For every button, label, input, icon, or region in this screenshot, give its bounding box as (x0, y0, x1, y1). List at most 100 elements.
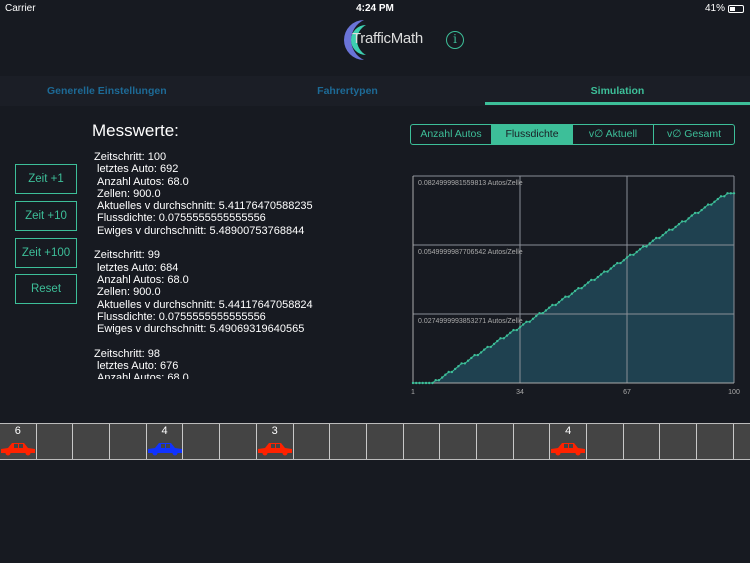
data-point (723, 195, 726, 198)
data-point (716, 197, 719, 201)
log-line: Flussdichte: 0.0755555555555556 (97, 212, 266, 225)
data-point (664, 231, 668, 234)
tab-generelle-einstellungen[interactable]: Generelle Einstellungen (47, 85, 167, 97)
data-point (625, 256, 629, 259)
data-point (492, 342, 496, 346)
data-point (512, 328, 515, 332)
data-point (548, 306, 551, 309)
battery-percent: 41% (704, 3, 725, 14)
segment-anzahl-autos[interactable]: Anzahl Autos (411, 125, 492, 144)
data-point (684, 220, 687, 223)
data-point (586, 281, 590, 284)
data-point (466, 359, 470, 362)
zeit-plus-100-button[interactable]: Zeit +100 (15, 238, 77, 268)
data-point (434, 379, 437, 382)
segment-v-aktuell[interactable]: v∅ Aktuell (573, 125, 654, 144)
data-point (554, 303, 557, 307)
data-point (680, 220, 684, 223)
reset-button[interactable]: Reset (15, 274, 77, 304)
data-point (450, 370, 454, 374)
data-point (541, 312, 544, 315)
data-point (460, 362, 463, 365)
data-point (551, 303, 554, 307)
data-point (674, 225, 677, 229)
tab-fahrertypen[interactable]: Fahrertypen (317, 85, 378, 97)
x-tick-label: 100 (728, 389, 740, 396)
road-cell (73, 424, 111, 459)
data-point (719, 195, 723, 198)
data-point (687, 217, 690, 220)
data-point (567, 295, 570, 298)
road-cell (220, 424, 257, 459)
zeit-plus-10-button[interactable]: Zeit +10 (15, 201, 77, 231)
data-point (677, 223, 681, 226)
road-cell: 4 (147, 424, 184, 459)
data-point (441, 376, 444, 379)
data-point (418, 381, 421, 385)
data-point (518, 326, 522, 329)
zeit-plus-1-button[interactable]: Zeit +1 (15, 164, 77, 194)
data-point (573, 289, 577, 293)
tab-bar: Generelle Einstellungen Fahrertypen Simu… (0, 76, 750, 106)
data-point (454, 367, 457, 371)
y-tick-label: 0.0274999993853271 Autos/Zelle (418, 318, 523, 325)
data-point (476, 353, 479, 357)
data-point (564, 295, 567, 298)
road-cell (660, 424, 698, 459)
data-point (651, 239, 655, 242)
data-point (561, 298, 564, 301)
log-line: Zeitschritt: 100 (94, 151, 167, 163)
log-line: Anzahl Autos: 68.0 (97, 273, 189, 286)
data-point (489, 345, 492, 349)
tab-simulation[interactable]: Simulation (485, 76, 750, 106)
data-point (729, 192, 732, 195)
data-point (437, 379, 441, 382)
log-line: Zellen: 900.0 (97, 187, 161, 200)
road-cell (624, 424, 661, 459)
car-speed: 6 (14, 425, 21, 437)
road-cell: 3 (257, 424, 294, 459)
data-point (619, 261, 622, 265)
battery-indicator: 41% (705, 3, 744, 14)
log-line: Zeitschritt: 99 (94, 249, 161, 262)
log-line: Ewiges v durchschnitt: 5.49069319640565 (97, 323, 305, 336)
road-cell: 6 (0, 424, 37, 459)
log-line: letztes Auto: 684 (97, 261, 179, 274)
data-point (648, 242, 651, 245)
data-point (531, 317, 535, 320)
y-tick-label: 0.0549999987706542 Autos/Zelle (418, 249, 523, 256)
measurement-log[interactable]: Zeitschritt: 100 letztes Auto: 692 Anzahl … (94, 151, 334, 379)
data-point (606, 270, 609, 273)
data-point (528, 320, 531, 323)
segment-v-gesamt[interactable]: v∅ Gesamt (666, 128, 722, 140)
data-point (668, 228, 671, 231)
x-tick-label: 67 (623, 389, 631, 396)
data-point (700, 208, 703, 212)
page-title: Messwerte: (92, 121, 179, 140)
data-point (421, 381, 424, 385)
car-speed: 4 (565, 425, 572, 437)
data-point (577, 287, 580, 290)
y-tick-label: 0.0824999981559813 Autos/Zelle (418, 180, 523, 187)
road-cell (37, 424, 74, 459)
segment-flussdichte[interactable]: Flussdichte (492, 125, 573, 144)
data-point (638, 248, 642, 251)
log-line: Flussdichte: 0.0755555555555556 (97, 310, 266, 323)
data-point (447, 370, 450, 374)
info-icon[interactable]: i (446, 31, 464, 49)
data-point (479, 351, 483, 354)
log-line: Zellen: 900.0 (97, 286, 161, 299)
data-point (632, 253, 635, 256)
data-point (690, 214, 693, 217)
data-point (431, 381, 434, 385)
status-bar: Carrier 4:24 PM 41% (0, 0, 750, 18)
data-point (509, 331, 512, 334)
data-point (544, 309, 548, 312)
log-line: letztes Auto: 692 (97, 163, 179, 176)
data-point (596, 275, 599, 279)
road-cell (294, 424, 331, 459)
log-line: Aktuelles v durchschnitt: 5.411764705882… (97, 200, 313, 213)
data-point (655, 236, 658, 240)
data-point (713, 200, 716, 203)
data-point (428, 381, 431, 385)
